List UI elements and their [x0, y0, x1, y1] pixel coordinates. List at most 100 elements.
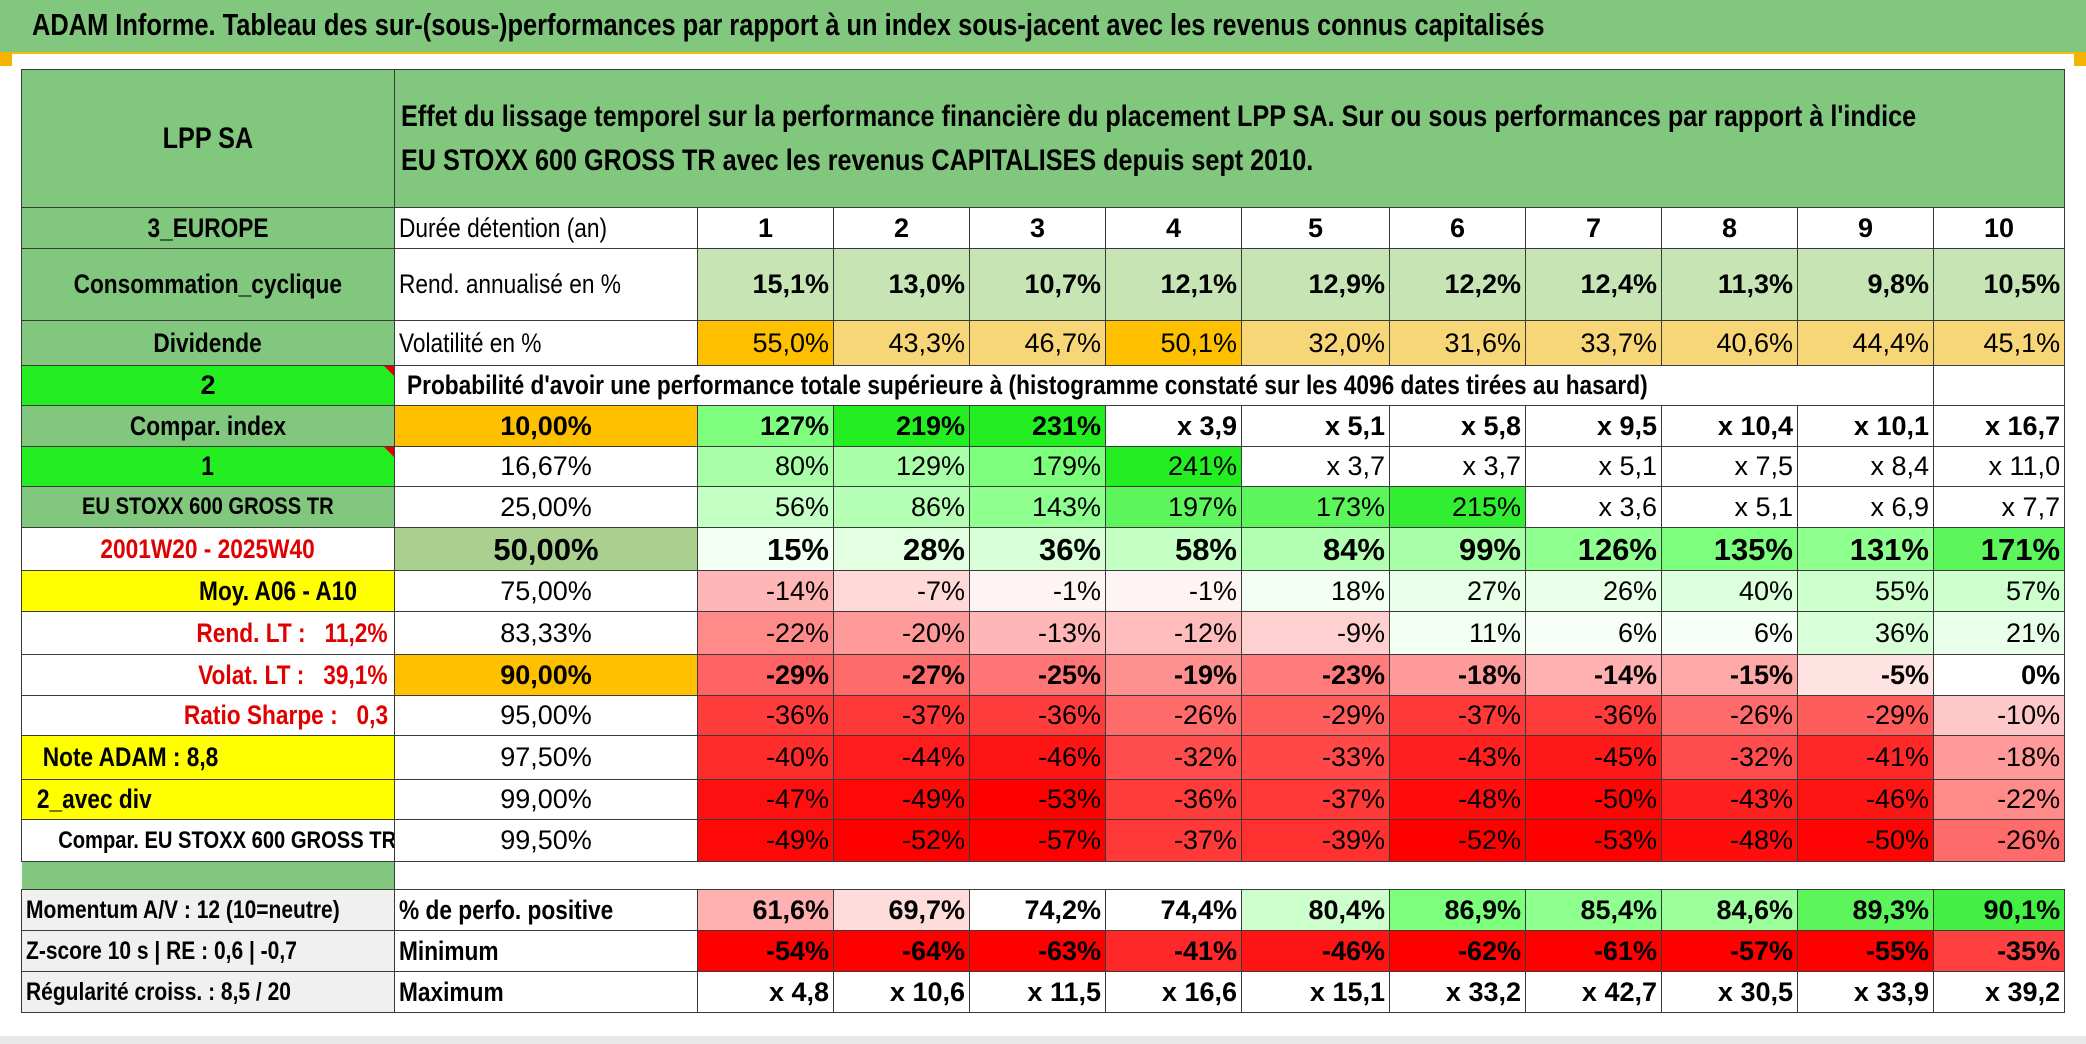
percentile-row: 2001W20 - 2025W40 50,00% 15% 28% 36% 58% 84% 99…	[21, 527, 2066, 571]
performance-cell: -10%	[1932, 695, 2066, 736]
performance-cell: x 10,1	[1797, 405, 1934, 447]
performance-cell: 171%	[1932, 527, 2066, 571]
performance-cell: -22%	[697, 611, 834, 655]
performance-cell: -50%	[1797, 819, 1934, 862]
input-cell-2[interactable]: 1	[21, 446, 395, 487]
maximum-row: Régularité croiss. : 8,5 / 20 Maximum x 4,…	[21, 971, 2066, 1013]
performance-cell: -27%	[833, 654, 970, 696]
empty-cell	[1932, 365, 2066, 406]
rend-lt-label: Rend. LT : 11,2%	[21, 611, 395, 655]
summary-side-label: Z-score 10 s | RE : 0,6 | -0,7	[21, 930, 395, 972]
performance-cell: 241%	[1105, 446, 1242, 487]
summary-value: -55%	[1797, 930, 1934, 972]
positive-row: Momentum A/V : 12 (10=neutre)% de perfo.…	[21, 889, 2066, 931]
percentile-value: 83,33%	[394, 611, 698, 655]
performance-cell: x 5,1	[1661, 486, 1798, 528]
performance-cell: 143%	[969, 486, 1106, 528]
performance-cell: 197%	[1105, 486, 1242, 528]
fund-name: LPP SA	[21, 69, 395, 208]
performance-cell: -36%	[1525, 695, 1662, 736]
performance-cell: x 3,7	[1241, 446, 1390, 487]
performance-cell: -45%	[1525, 735, 1662, 780]
percentile-value: 25,00%	[394, 486, 698, 528]
rend-label: Rend. annualisé en %	[394, 248, 698, 321]
summary-value: -62%	[1389, 930, 1526, 972]
performance-cell: -57%	[969, 819, 1106, 862]
summary-side-label: Régularité croiss. : 8,5 / 20	[21, 971, 395, 1013]
performance-cell: -12%	[1105, 611, 1242, 655]
summary-value: x 10,6	[833, 971, 970, 1013]
performance-table: LPP SA Effet du lissage temporel sur la …	[21, 69, 2066, 1013]
year-header: 3	[969, 207, 1106, 249]
performance-cell: 84%	[1241, 527, 1390, 571]
performance-cell: -49%	[833, 779, 970, 820]
summary-value: 84,6%	[1661, 889, 1798, 931]
performance-cell: 55%	[1797, 570, 1934, 612]
compar-index-label: Compar. index	[21, 405, 395, 447]
title-bar: ADAM Informe. Tableau des sur-(sous-)per…	[0, 0, 2086, 54]
vol-value: 45,1%	[1932, 320, 2066, 366]
rend-value: 12,9%	[1241, 248, 1390, 321]
vol-value: 31,6%	[1389, 320, 1526, 366]
vol-value: 43,3%	[833, 320, 970, 366]
performance-cell: 58%	[1105, 527, 1242, 571]
vol-value: 32,0%	[1241, 320, 1390, 366]
note-adam: Note ADAM : 8,8	[21, 735, 395, 780]
rend-value: 10,7%	[969, 248, 1106, 321]
div-mode: 2_avec div	[21, 779, 395, 820]
summary-value: 74,4%	[1105, 889, 1242, 931]
percentile-value: 99,00%	[394, 779, 698, 820]
summary-value: x 4,8	[697, 971, 834, 1013]
report-title: ADAM Informe. Tableau des sur-(sous-)per…	[32, 7, 1545, 42]
percentile-row: Moy. A06 - A10 75,00% -14% -7% -1% -1% 18% 27% 2…	[21, 570, 2066, 612]
dividend-label: Dividende	[21, 320, 395, 366]
summary-value: 85,4%	[1525, 889, 1662, 931]
performance-cell: -43%	[1661, 779, 1798, 820]
summary-value: -63%	[969, 930, 1106, 972]
performance-cell: 6%	[1525, 611, 1662, 655]
summary-value: -35%	[1932, 930, 2066, 972]
period-label: 2001W20 - 2025W40	[21, 527, 395, 571]
summary-value: -64%	[833, 930, 970, 972]
performance-cell: 215%	[1389, 486, 1526, 528]
performance-cell: -50%	[1525, 779, 1662, 820]
summary-side-label: Momentum A/V : 12 (10=neutre)	[21, 889, 395, 931]
performance-cell: -43%	[1389, 735, 1526, 780]
year-header: 10	[1932, 207, 2066, 249]
year-header: 6	[1389, 207, 1526, 249]
summary-value: 69,7%	[833, 889, 970, 931]
performance-cell: -9%	[1241, 611, 1390, 655]
performance-cell: 86%	[833, 486, 970, 528]
performance-cell: -1%	[1105, 570, 1242, 612]
summary-value: x 16,6	[1105, 971, 1242, 1013]
performance-cell: -44%	[833, 735, 970, 780]
performance-cell: x 5,1	[1525, 446, 1662, 487]
performance-cell: -41%	[1797, 735, 1934, 780]
performance-cell: -33%	[1241, 735, 1390, 780]
rend-value: 10,5%	[1932, 248, 2066, 321]
volat-lt-label: Volat. LT : 39,1%	[21, 654, 395, 696]
performance-cell: -1%	[969, 570, 1106, 612]
summary-value: -46%	[1241, 930, 1390, 972]
performance-cell: 231%	[969, 405, 1106, 447]
performance-cell: -37%	[833, 695, 970, 736]
input-cell-1[interactable]: 2	[21, 365, 395, 406]
corner-marker-right	[2074, 52, 2086, 66]
performance-cell: x 5,8	[1389, 405, 1526, 447]
performance-cell: -26%	[1105, 695, 1242, 736]
summary-value: x 39,2	[1932, 971, 2066, 1013]
average-label: Moy. A06 - A10	[21, 570, 395, 612]
vol-value: 50,1%	[1105, 320, 1242, 366]
performance-cell: -18%	[1389, 654, 1526, 696]
duration-label: Durée détention (an)	[394, 207, 698, 249]
region-label: 3_EUROPE	[21, 207, 395, 249]
rend-value: 9,8%	[1797, 248, 1934, 321]
rend-value: 12,2%	[1389, 248, 1526, 321]
rend-value: 15,1%	[697, 248, 834, 321]
summary-value: -61%	[1525, 930, 1662, 972]
minimum-row: Z-score 10 s | RE : 0,6 | -0,7 Minimum -54…	[21, 930, 2066, 972]
performance-cell: 21%	[1932, 611, 2066, 655]
performance-cell: x 10,4	[1661, 405, 1798, 447]
performance-cell: -48%	[1661, 819, 1798, 862]
